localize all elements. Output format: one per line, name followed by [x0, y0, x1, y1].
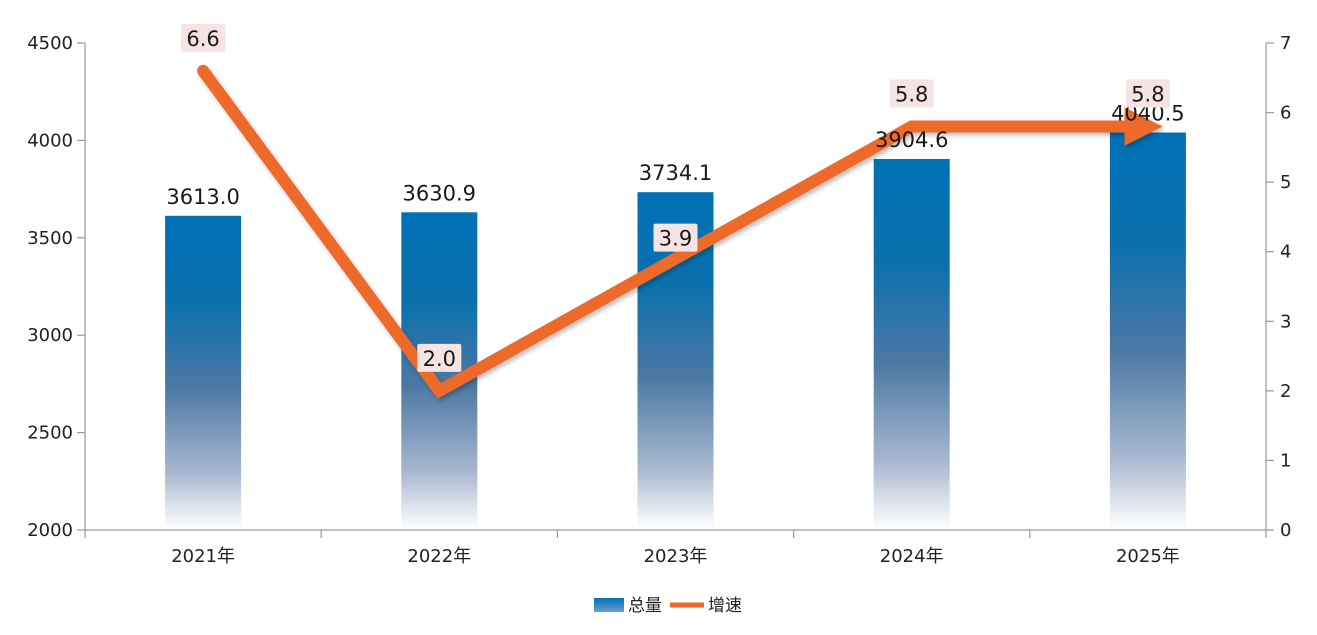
- right-y-tick-label: 1: [1280, 450, 1291, 471]
- right-y-tick-label: 2: [1280, 381, 1291, 402]
- left-y-tick-label: 3000: [27, 325, 73, 346]
- x-tick-label: 2021年: [171, 546, 235, 567]
- bar-value-label: 3630.9: [403, 181, 476, 205]
- line-label-background: [417, 343, 462, 372]
- data-labels: 3613.0 3630.93734.13904.64040.56.62.03.95…: [166, 23, 1185, 372]
- x-tick-label: 2022年: [407, 546, 471, 567]
- line-value-label: 6.6: [186, 27, 219, 51]
- left-y-tick-label: 4000: [27, 130, 73, 151]
- legend-label-total: 总量: [628, 596, 662, 616]
- bar-value-label: 3734.1: [639, 161, 712, 185]
- right-y-tick-label: 5: [1280, 172, 1291, 193]
- left-y-tick-label: 2000: [27, 520, 73, 541]
- bars: [165, 132, 1186, 530]
- line-label-background: [1125, 79, 1170, 108]
- line-point: [910, 125, 913, 128]
- bar-value-label: 3904.6: [875, 128, 948, 152]
- left-y-tick-label: 2500: [27, 423, 73, 444]
- line-value-label: 5.8: [895, 82, 928, 106]
- bar-total: [1109, 132, 1186, 529]
- line-point: [438, 389, 441, 392]
- right-y-tick-label: 0: [1280, 520, 1291, 541]
- left-y-tick-label: 3500: [27, 228, 73, 249]
- legend: 总量 增速: [594, 596, 742, 616]
- bar-value-label: 3613.0: [166, 185, 239, 209]
- line-label-background: [181, 23, 226, 52]
- left-y-tick-label: 4500: [27, 33, 73, 54]
- right-y-tick-label: 7: [1280, 33, 1291, 54]
- line-point: [202, 69, 205, 72]
- line-value-label: 3.9: [659, 227, 692, 251]
- x-tick-label: 2025年: [1116, 546, 1180, 567]
- line-value-label: 5.8: [1131, 82, 1164, 106]
- line-label-background: [889, 79, 934, 108]
- growth-line: [197, 64, 1163, 399]
- right-y-tick-label: 3: [1280, 311, 1291, 332]
- right-y-tick-label: 6: [1280, 103, 1291, 124]
- legend-label-growth: 增速: [708, 596, 742, 616]
- line-value-label: 2.0: [423, 347, 456, 371]
- legend-swatch-bar: [594, 598, 624, 612]
- bar-total: [873, 158, 950, 529]
- x-tick-label: 2023年: [644, 546, 708, 567]
- right-y-tick-label: 4: [1280, 242, 1291, 263]
- line-point: [674, 257, 677, 260]
- bar-total: [165, 215, 242, 529]
- line-point: [1146, 125, 1149, 128]
- line-label-background: [653, 223, 698, 252]
- axes: 2000 2500 3000 3500 4000 4500 0 1 2 3 4 5 6 7 2021年 202…: [27, 33, 1291, 567]
- x-tick-label: 2024年: [880, 546, 944, 567]
